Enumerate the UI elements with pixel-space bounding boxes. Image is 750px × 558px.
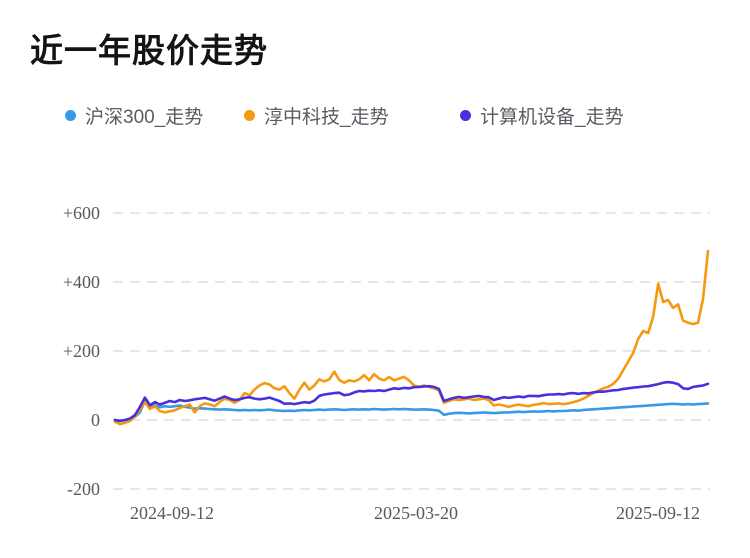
legend-label-chunzhong-tech: 淳中科技_走势 [264, 106, 389, 128]
legend-dot-computer-equipment-icon [460, 109, 471, 121]
series-line-computer-equipment [113, 380, 710, 423]
series-line-chunzhong-tech [113, 249, 710, 426]
legend-item-computer-equipment[interactable]: 计算机设备_走势 [460, 101, 624, 129]
y-axis-tick-label: +400 [63, 272, 100, 292]
page-title: 近一年股价走势 [30, 32, 268, 69]
legend-label-hs300: 沪深300_走势 [85, 106, 204, 128]
x-axis-tick-label: 2025-03-20 [374, 503, 458, 523]
x-axis-tick-label: 2025-09-12 [616, 503, 700, 523]
y-axis-tick-label: +200 [63, 341, 100, 361]
x-axis-tick-label: 2024-09-12 [130, 503, 214, 523]
legend-dot-hs300-icon [65, 109, 76, 121]
y-axis-tick-label: +600 [63, 203, 100, 223]
series-line-hs300 [113, 399, 710, 423]
y-axis-tick-label: -200 [67, 479, 100, 499]
y-axis-tick-label: 0 [91, 410, 100, 430]
legend-label-computer-equipment: 计算机设备_走势 [480, 106, 624, 128]
legend-item-chunzhong-tech[interactable]: 淳中科技_走势 [244, 101, 389, 129]
legend-item-hs300[interactable]: 沪深300_走势 [65, 101, 203, 129]
legend-dot-chunzhong-tech-icon [244, 109, 255, 121]
